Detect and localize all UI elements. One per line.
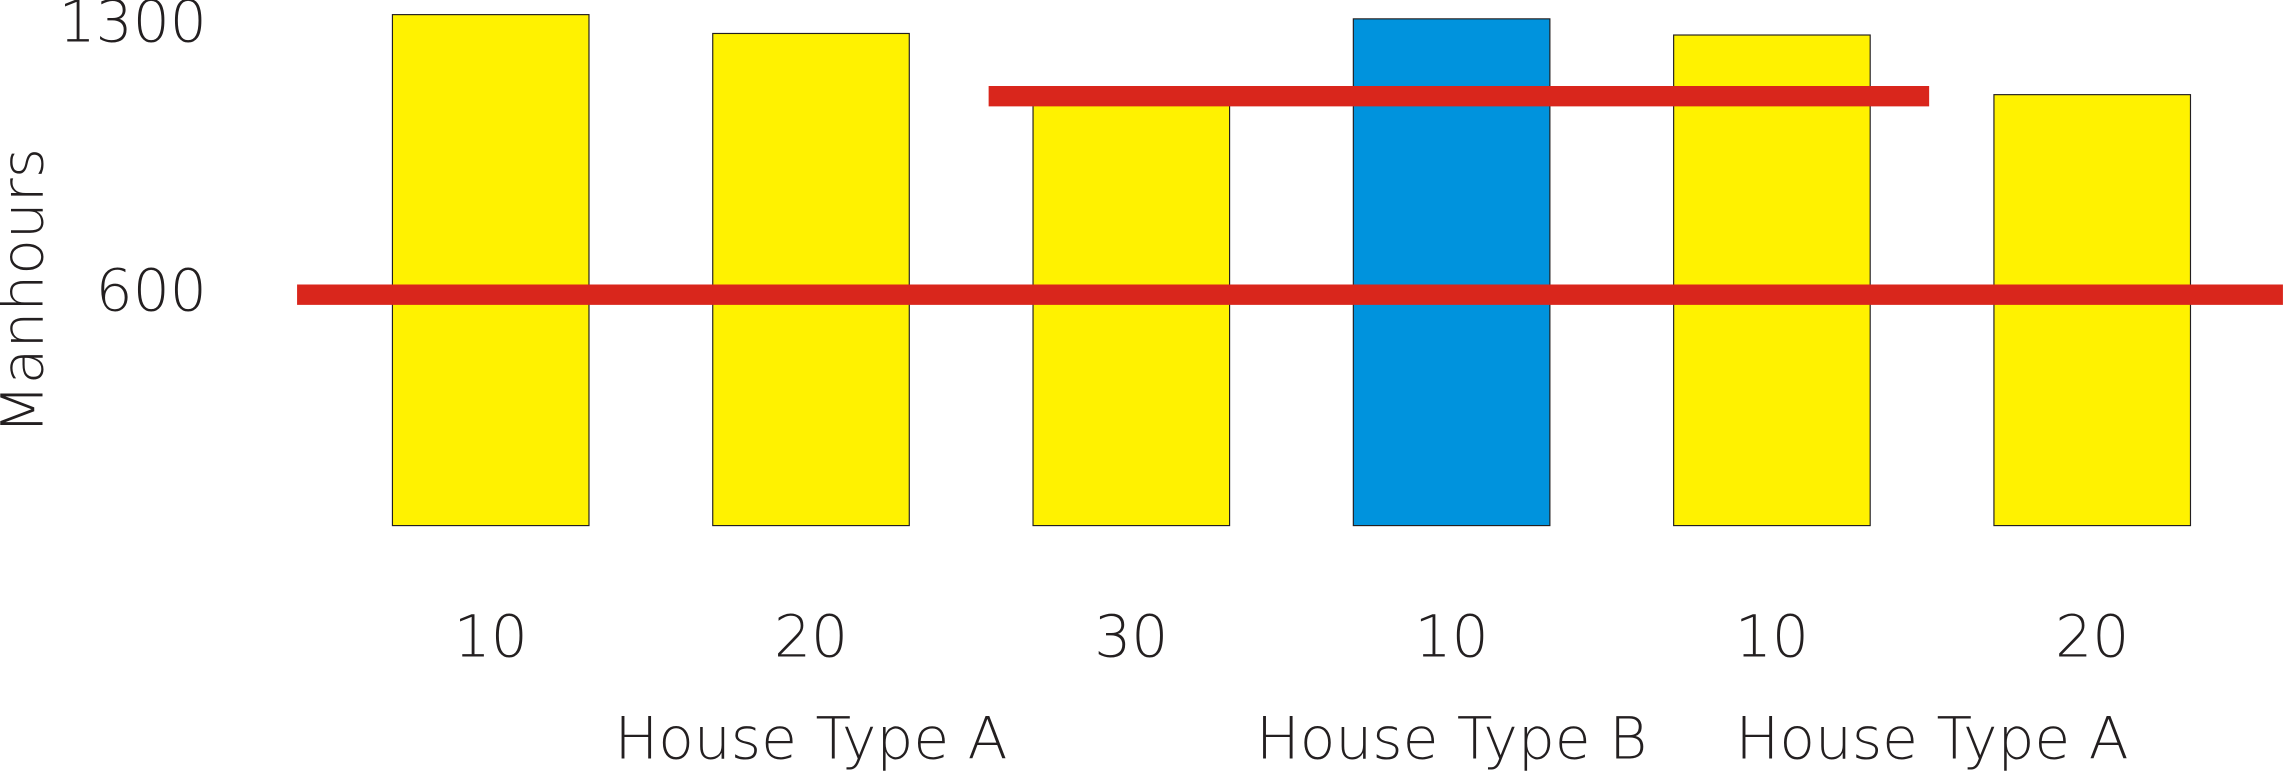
y-tick-label: 600 <box>96 257 207 325</box>
group-label: House Type B <box>1256 705 1647 773</box>
x-tick-label: 10 <box>454 603 528 671</box>
group-label: House Type A <box>1736 705 2129 773</box>
bar <box>712 32 910 527</box>
group-label: House Type A <box>615 705 1008 773</box>
bar <box>391 14 590 527</box>
x-tick-label: 20 <box>2055 603 2129 671</box>
bar <box>1993 94 2192 527</box>
x-tick-label: 20 <box>774 603 848 671</box>
x-tick-label: 30 <box>1094 603 1168 671</box>
x-tick-label: 10 <box>1415 603 1489 671</box>
x-tick-label: 10 <box>1735 603 1809 671</box>
bar <box>1673 34 1871 527</box>
y-axis-label: Manhours <box>0 148 56 435</box>
y-tick-label: 1300 <box>59 0 207 55</box>
bar <box>1032 101 1231 527</box>
